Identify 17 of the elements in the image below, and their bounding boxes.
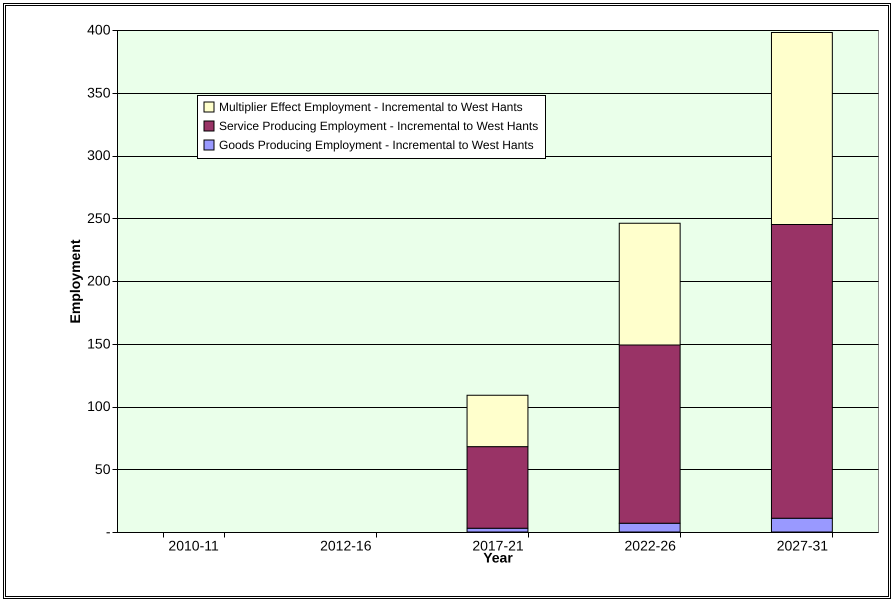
y-tick-label: 350 (87, 84, 111, 100)
y-tick-label: 400 (87, 22, 111, 38)
y-axis-title: Employment (67, 239, 84, 324)
y-tick-label: 300 (87, 147, 111, 163)
x-tick-label: 2022-26 (624, 538, 676, 554)
y-tick-label: - (106, 524, 111, 540)
y-tick-label: 150 (87, 335, 111, 352)
y-tick-label: 50 (94, 460, 111, 477)
legend-label: Goods Producing Employment - Incremental to West Hants (219, 138, 534, 152)
x-tick-label: 2027-31 (776, 538, 828, 554)
legend-label: Multiplier Effect Employment - Incremental to West Hants (219, 100, 523, 114)
x-tick-label: 2012-16 (320, 538, 372, 554)
y-tick-label: 250 (87, 210, 111, 226)
legend-label: Service Producing Employment - Incremental to West Hants (219, 119, 538, 133)
y-tick-label: 200 (87, 272, 111, 288)
x-tick-label: 2010-11 (168, 538, 219, 554)
y-tick-label: 100 (87, 398, 111, 414)
